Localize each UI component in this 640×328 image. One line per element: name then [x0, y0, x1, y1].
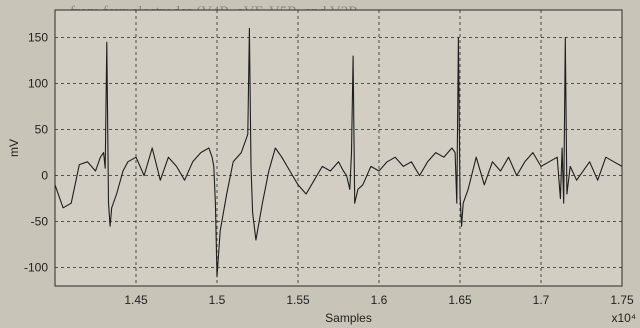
y-tick-label: 100 [28, 77, 48, 91]
y-tick-label: -50 [31, 215, 49, 229]
tick-labels: 1.45 1.5 1.55 1.6 1.65 1.7 1.75 -100 -50 0 50 100 15… [24, 31, 634, 307]
x-tick-label: 1.45 [124, 293, 148, 307]
x-tick-label: 1.55 [286, 293, 310, 307]
x-axis-title: Samples [325, 311, 372, 325]
plot-frame [54, 9, 623, 287]
plot-background [55, 10, 622, 286]
x-tick-label: 1.65 [448, 293, 472, 307]
y-axis-title: mV [7, 139, 21, 157]
ecg-trace-line [54, 27, 623, 278]
y-tick-label: 0 [41, 169, 48, 183]
y-tick-label: 150 [28, 31, 48, 45]
x-tick-label: 1.7 [533, 293, 550, 307]
x-tick-label: 1.6 [371, 293, 388, 307]
x-tick-label: 1.75 [610, 293, 634, 307]
y-tick-label: -100 [24, 261, 48, 275]
x-axis-exponent-label: x10⁴ [611, 311, 636, 325]
y-tick-label: 50 [35, 123, 49, 137]
grid-lines [55, 10, 622, 286]
ecg-trace-series [54, 27, 623, 278]
x-tick-label: 1.5 [209, 293, 226, 307]
